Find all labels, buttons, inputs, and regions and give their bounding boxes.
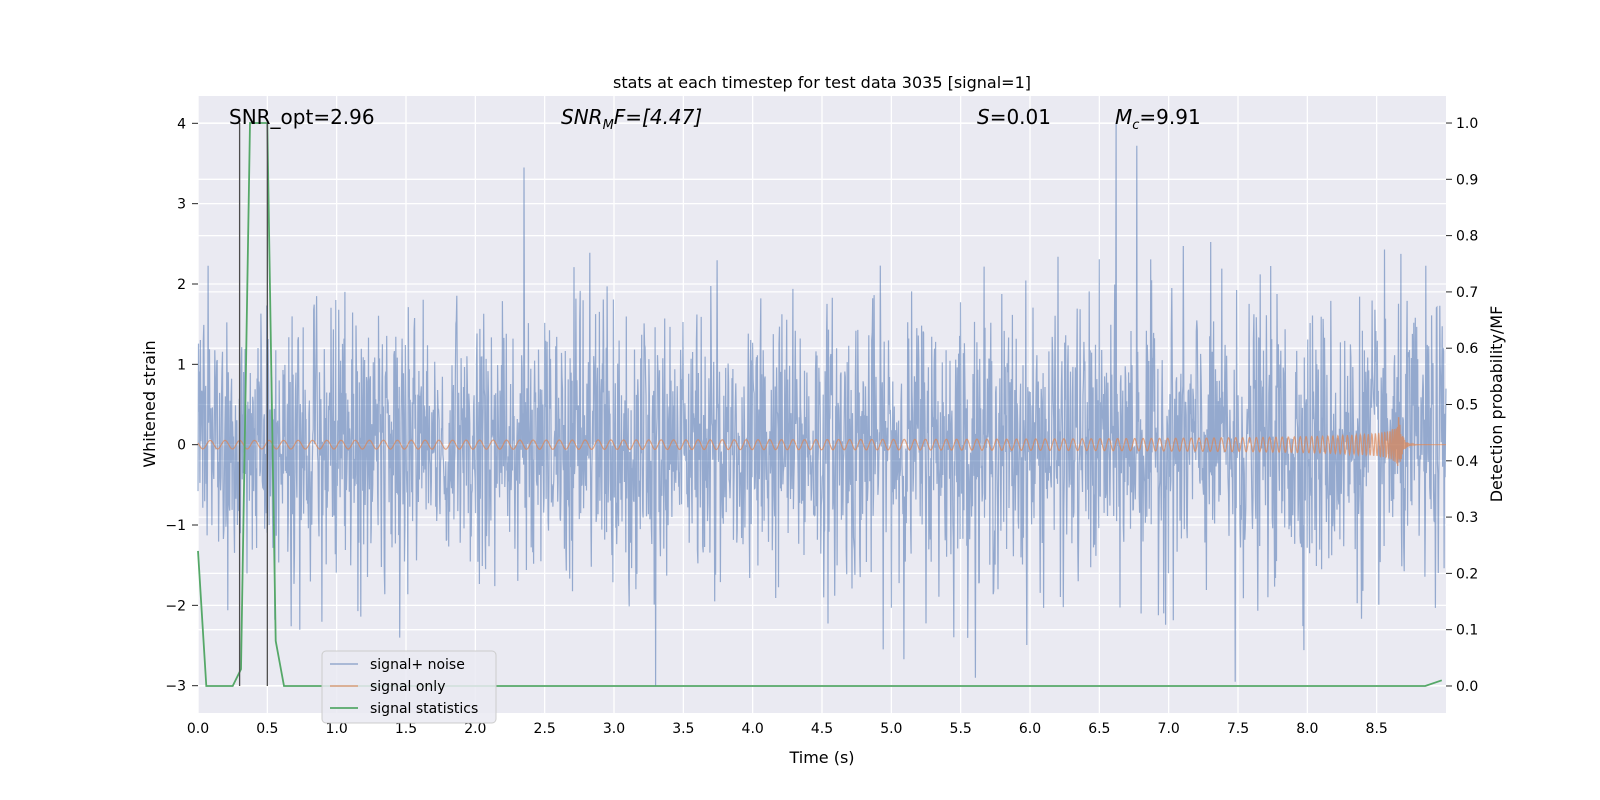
y-axis-right-label: Detection probability/MF <box>1487 306 1506 503</box>
x-tick-label: 5.5 <box>950 721 972 737</box>
annotation-mc-sub: c <box>1132 118 1139 133</box>
y-right-tick-label: 0.5 <box>1456 398 1478 414</box>
y-right-tick-label: 1.0 <box>1456 116 1478 132</box>
annotation-mc-text: =9.91 <box>1139 105 1200 129</box>
y-right-tick-label: 0.8 <box>1456 229 1478 245</box>
x-tick-label: 1.5 <box>395 721 417 737</box>
x-tick-label: 7.0 <box>1158 721 1180 737</box>
annotation-snr-mf-prefix: SNR <box>561 105 603 129</box>
y-left-tick-label: 2 <box>177 277 186 293</box>
y-right-tick-label: 0.3 <box>1456 510 1478 526</box>
legend-label-signal-only: signal only <box>370 679 445 695</box>
y-left-tick-label: 3 <box>177 197 186 213</box>
x-tick-label: 5.0 <box>880 721 902 737</box>
x-tick-label: 6.5 <box>1088 721 1110 737</box>
x-tick-label: 0.5 <box>256 721 278 737</box>
y-left-tick-label: −1 <box>165 518 186 534</box>
x-tick-label: 6.0 <box>1019 721 1041 737</box>
annotation-snr-mf-text: F=[4.47] <box>614 105 702 129</box>
y-right-tick-label: 0.7 <box>1456 285 1478 301</box>
legend: signal+ noise signal only signal statist… <box>321 650 497 724</box>
y-right-tick-label: 0.6 <box>1456 341 1478 357</box>
y-right-tick-label: 0.4 <box>1456 454 1478 470</box>
x-tick-label: 3.0 <box>603 721 625 737</box>
y-right-tick-label: 0.2 <box>1456 566 1478 582</box>
x-axis-label: Time (s) <box>788 748 854 767</box>
x-tick-label: 8.0 <box>1296 721 1318 737</box>
legend-box <box>321 650 497 724</box>
grid <box>197 96 1446 713</box>
y-left-tick-label: 4 <box>177 116 186 132</box>
annotation-s: S=0.01 <box>977 105 1051 129</box>
x-tick-label: 4.0 <box>742 721 764 737</box>
x-tick-label: 2.0 <box>464 721 486 737</box>
annotation-snr-mf-sub: M <box>603 118 614 133</box>
annotation-mc: Mc=9.91 <box>1115 105 1201 133</box>
y-right-tick-label: 0.9 <box>1456 172 1478 188</box>
x-tick-label: 3.5 <box>672 721 694 737</box>
y-left-tick-label: −2 <box>165 598 186 614</box>
annotation-snr-mf: SNRMF=[4.47] <box>561 105 702 133</box>
axes: 0.0 0.5 1.0 1.5 2.0 2.5 3.0 3.5 4.0 4.5 5.0 5.5 6.0 6… <box>165 116 1478 737</box>
marker-lines <box>238 123 268 686</box>
x-tick-label: 4.5 <box>811 721 833 737</box>
x-tick-label: 8.5 <box>1366 721 1388 737</box>
x-tick-label: 0.0 <box>187 721 209 737</box>
y-axis-left-label: Whitened strain <box>140 340 159 467</box>
y-right-tick-label: 0.1 <box>1456 623 1478 639</box>
annotation-snr-opt: SNR_opt=2.96 <box>229 105 375 129</box>
annotation-s-text: =0.01 <box>990 105 1051 129</box>
x-tick-label: 1.0 <box>326 721 348 737</box>
legend-label-signal-statistics: signal statistics <box>370 701 478 717</box>
x-tick-label: 2.5 <box>534 721 556 737</box>
annotation-mc-prefix: M <box>1115 105 1132 129</box>
chart-title: stats at each timestep for test data 303… <box>613 73 1031 92</box>
y-right-tick-label: 0.0 <box>1456 679 1478 695</box>
y-left-tick-label: 1 <box>177 357 186 373</box>
legend-label-signal-noise: signal+ noise <box>370 657 465 673</box>
series-signal-only <box>197 417 1446 467</box>
y-left-tick-label: 0 <box>177 438 186 454</box>
series-signal-noise <box>197 123 1447 686</box>
x-tick-label: 7.5 <box>1227 721 1249 737</box>
annotation-s-prefix: S <box>977 105 990 129</box>
y-left-tick-label: −3 <box>165 679 186 695</box>
